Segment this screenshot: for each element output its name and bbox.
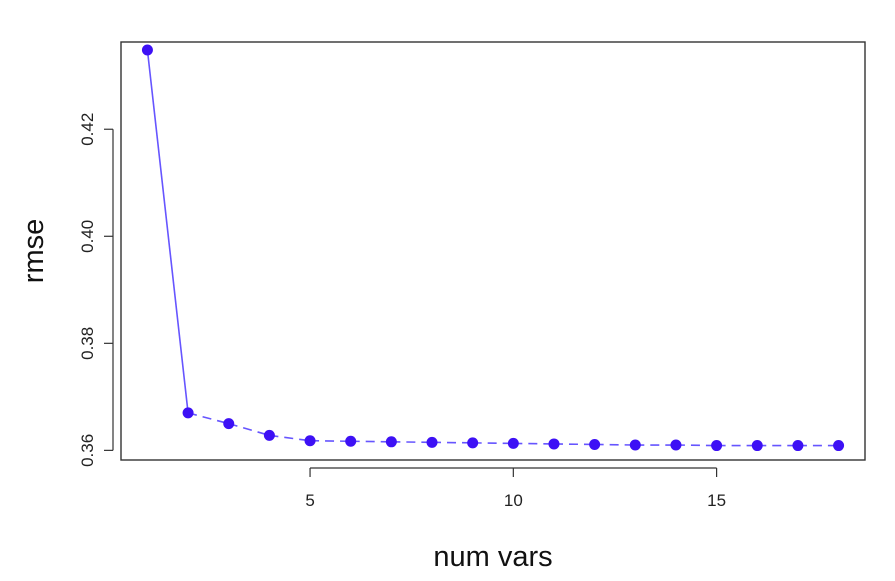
data-point [467,437,479,449]
series-line-segment [187,412,229,425]
data-point [751,440,763,452]
series-line-segment [553,443,595,446]
data-point [670,439,682,451]
data-point [589,438,601,450]
y-tick-label: 0.42 [78,113,97,146]
x-tick-label: 5 [305,491,314,510]
series-line-segment [432,441,473,444]
series-lines [146,49,839,447]
series-points [141,44,845,452]
data-point [304,435,316,447]
series-line-segment [350,440,392,443]
data-point [507,437,519,449]
data-point [426,436,438,448]
series-line-segment [675,444,717,447]
data-point [345,435,357,447]
data-point [385,436,397,448]
data-point [263,429,275,441]
series-line-segment [146,49,189,413]
data-point [629,439,641,451]
data-point [141,44,153,56]
data-point [711,440,723,452]
data-point [792,440,804,452]
y-axis-label: rmse [18,219,50,283]
y-tick-label: 0.36 [78,434,97,467]
series-line-segment [472,442,514,445]
data-point [833,440,845,452]
series-line-segment [513,442,554,445]
data-point [182,407,194,419]
data-point [223,418,235,430]
y-tick-label: 0.40 [78,220,97,253]
x-tick-label: 10 [504,491,523,510]
data-point [548,438,560,450]
series-line-segment [391,441,433,444]
y-axis: 0.36 0.38 0.40 0.42 [78,113,114,467]
series-line-segment [228,422,270,437]
series-line-segment [594,443,636,446]
series-line-segment [269,434,311,442]
x-tick-label: 15 [707,491,726,510]
series-line-segment [310,439,351,443]
plot-frame [120,41,866,461]
y-tick-label: 0.38 [78,327,97,360]
x-axis: 5 10 15 [305,467,726,510]
x-axis-label: num vars [433,541,552,573]
